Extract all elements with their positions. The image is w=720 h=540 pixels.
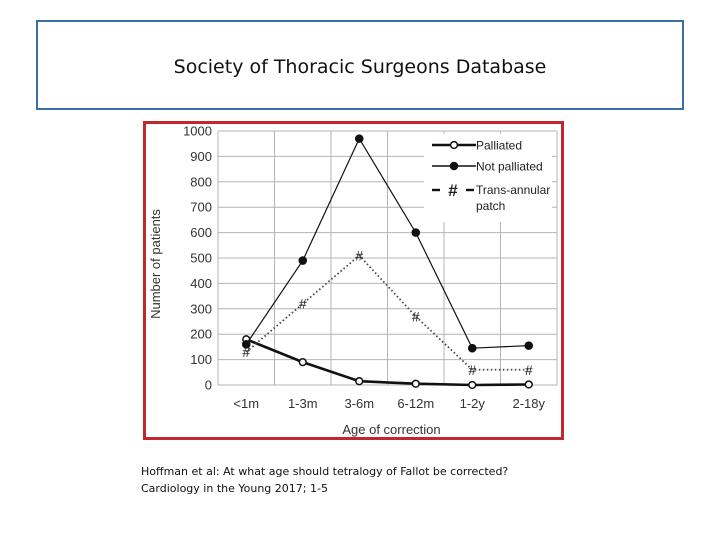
data-point-0-2 (355, 377, 364, 386)
y-tick-label: 700 (190, 200, 212, 215)
chart-frame: 0 100 200 300 400 500 600 700 800 900 1000 <1m 1-3m 3… (143, 121, 564, 440)
y-tick-label: 0 (205, 378, 212, 393)
x-tick-label: 1-2y (460, 396, 486, 411)
citation-line-2: Cardiology in the Young 2017; 1-5 (141, 482, 328, 495)
citation: Hoffman et al: At what age should tetral… (141, 463, 508, 497)
title-box (36, 20, 684, 110)
data-point-1-0 (241, 340, 251, 349)
x-axis-label: Age of correction (342, 422, 440, 437)
x-tick-label: <1m (233, 396, 259, 411)
legend-label-1: Not palliated (476, 160, 543, 174)
slide-title: Society of Thoracic Surgeons Database (173, 56, 547, 78)
x-tick-label: 3-6m (344, 396, 374, 411)
data-point-0-4 (468, 380, 477, 390)
data-point-2-1: # (299, 296, 307, 312)
y-tick-label: 600 (190, 225, 212, 240)
legend-marker-2: # (448, 181, 458, 200)
y-tick-label: 900 (190, 149, 212, 164)
data-point-0-1 (298, 357, 307, 367)
axes: 0 100 200 300 400 500 600 700 800 900 1000 <1m 1-3m 3… (148, 124, 546, 437)
x-tick-label: 6-12m (397, 396, 434, 411)
y-tick-label: 1000 (183, 124, 212, 139)
legend-marker-1 (449, 161, 459, 171)
data-point-0-5 (524, 380, 533, 389)
data-point-0-3 (411, 379, 420, 388)
x-tick-label: 2-18y (512, 396, 545, 411)
citation-line-1: Hoffman et al: At what age should tetral… (141, 465, 509, 478)
series-group: # # # # # # (241, 134, 534, 390)
legend-marker-0 (449, 140, 459, 150)
legend-label-0: Palliated (476, 139, 522, 153)
legend-label-2: Trans-annular (476, 183, 550, 197)
data-point-1-4 (467, 343, 477, 353)
data-point-2-0: # (242, 344, 250, 360)
y-tick-label: 400 (190, 276, 212, 291)
data-point-2-2: # (355, 247, 363, 263)
y-tick-label: 800 (190, 174, 212, 189)
line-chart: 0 100 200 300 400 500 600 700 800 900 1000 <1m 1-3m 3… (148, 124, 558, 437)
legend-box (424, 134, 552, 222)
series-line-1 (245, 137, 529, 349)
y-axis-label: Number of patients (148, 209, 163, 319)
y-tick-label: 300 (190, 301, 212, 316)
data-point-1-2 (354, 134, 364, 143)
series-line-0 (245, 338, 529, 387)
y-tick-label: 100 (190, 352, 212, 367)
x-tick-label: 1-3m (288, 396, 318, 411)
data-point-2-3: # (412, 308, 420, 324)
data-point-2-4: # (468, 362, 476, 378)
data-point-2-5: # (525, 362, 533, 378)
y-tick-label: 200 (190, 327, 212, 342)
data-point-1-5 (524, 341, 534, 350)
y-tick-label: 500 (190, 251, 212, 266)
legend-label-3: patch (476, 199, 505, 213)
legend: Palliated Not palliated # Trans-annular patc… (424, 134, 552, 222)
data-point-1-1 (298, 256, 308, 265)
data-point-1-3 (411, 228, 421, 237)
